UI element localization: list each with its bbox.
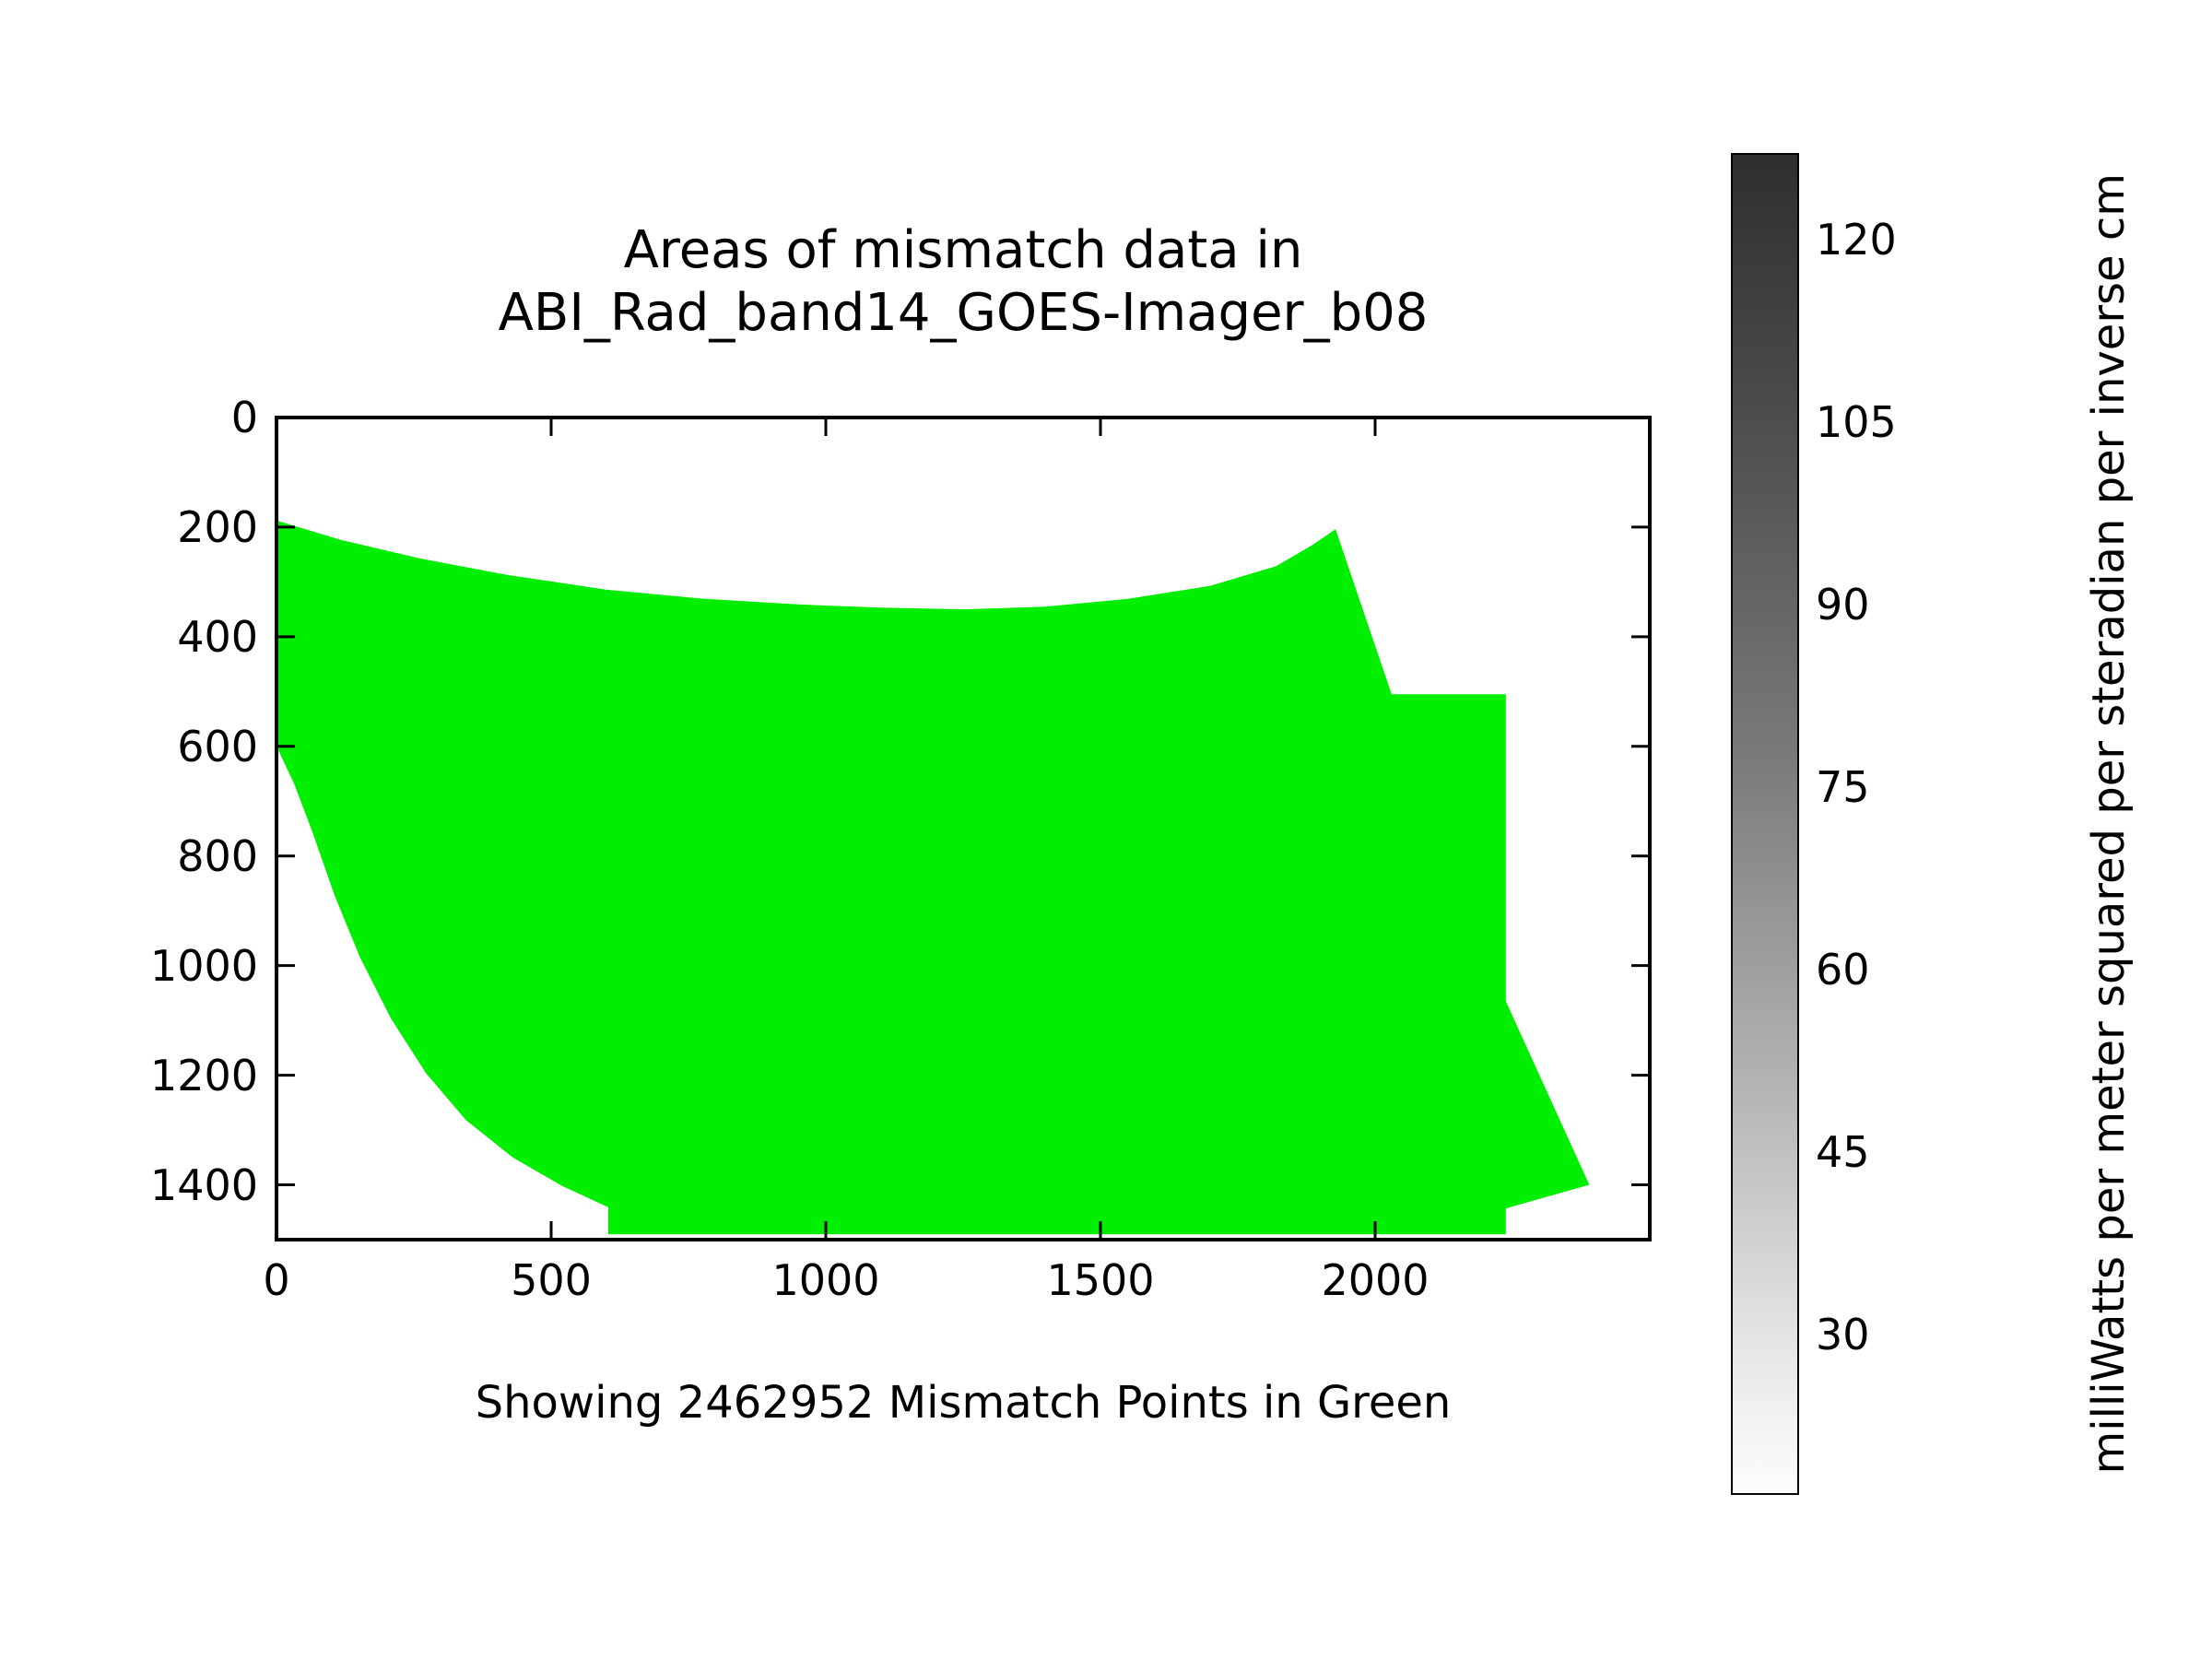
y-tick-label: 200 (177, 501, 258, 552)
caption: Showing 2462952 Mismatch Points in Green (475, 1377, 1452, 1429)
y-tick-label: 800 (177, 830, 258, 881)
x-tick-label: 0 (263, 1255, 290, 1305)
y-tick-label: 1000 (149, 940, 258, 991)
mismatch-region (276, 520, 1590, 1235)
plot-title: Areas of mismatch data in ABI_Rad_band14… (276, 219, 1650, 345)
y-tick-label: 1200 (149, 1050, 258, 1100)
y-tick-label: 400 (177, 611, 258, 662)
plot-title-line-1: Areas of mismatch data in (623, 220, 1303, 280)
colorbar-tick-label: 45 (1816, 1127, 1870, 1178)
x-tick-label: 1500 (1046, 1255, 1155, 1305)
colorbar-label: milliWatts per meter squared per steradi… (2063, 155, 2155, 1493)
y-tick-label: 600 (177, 721, 258, 771)
colorbar-tick-label: 60 (1816, 945, 1870, 995)
x-tick-label: 1000 (771, 1255, 880, 1305)
colorbar-label-text: milliWatts per meter squared per steradi… (2083, 173, 2135, 1475)
colorbar-tick-label: 90 (1816, 580, 1870, 630)
y-tick-label: 0 (230, 393, 258, 442)
colorbar-tick-label: 105 (1816, 397, 1897, 448)
colorbar-tick-label: 30 (1816, 1310, 1870, 1360)
colorbar-tick-label: 75 (1816, 762, 1870, 813)
y-tick-label: 1400 (149, 1159, 258, 1210)
plot-title-line-2: ABI_Rad_band14_GOES-Imager_b08 (498, 283, 1429, 343)
x-tick-label: 2000 (1321, 1255, 1430, 1305)
colorbar-tick-label: 120 (1816, 215, 1897, 265)
colorbar-gradient (1733, 155, 1797, 1493)
x-tick-label: 500 (511, 1255, 592, 1305)
plot-frame (275, 416, 1652, 1241)
